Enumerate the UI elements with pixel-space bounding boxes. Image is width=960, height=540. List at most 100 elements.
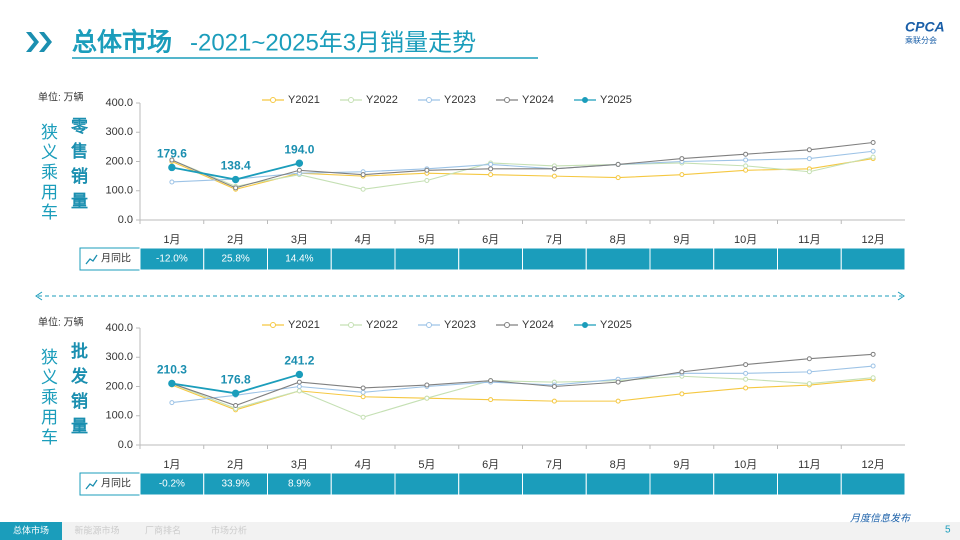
header-icon — [26, 32, 52, 52]
point — [169, 179, 175, 185]
point — [870, 351, 876, 357]
yoy-cell — [713, 472, 778, 496]
legend-dot — [270, 97, 276, 103]
group-label: 狭义乘用车 — [38, 123, 57, 223]
series-line — [171, 150, 874, 183]
x-tick-label: 7月 — [546, 234, 563, 246]
footer-tab: 厂商排名 — [145, 524, 181, 535]
series-line — [171, 353, 874, 407]
x-tick-label: 4月 — [355, 459, 372, 471]
legend-label: Y2021 — [288, 94, 320, 106]
yoy-value: 25.8% — [221, 254, 249, 265]
yoy-cell — [713, 247, 778, 271]
page-title-rest: -2021~2025年3月销量走势 — [190, 29, 476, 56]
x-tick-label: 6月 — [482, 459, 499, 471]
point — [231, 389, 240, 397]
unit-label: 单位: 万辆 — [38, 91, 84, 104]
point — [360, 385, 366, 391]
yoy-value: 33.9% — [221, 479, 249, 490]
divider-arrows — [35, 291, 905, 301]
point — [615, 161, 621, 167]
point — [743, 370, 749, 376]
point — [424, 167, 430, 173]
point — [296, 388, 302, 394]
yoy-cell — [458, 472, 523, 496]
point — [615, 175, 621, 181]
point — [743, 167, 749, 173]
logo: CPCA — [905, 19, 945, 35]
yoy-cell — [394, 472, 460, 496]
x-tick-label: 8月 — [610, 234, 627, 246]
yoy-cell — [840, 472, 906, 496]
footer-tab: 总体市场 — [13, 524, 49, 535]
point — [551, 166, 557, 172]
point — [806, 156, 812, 162]
yoy-cell — [840, 247, 906, 271]
point — [615, 398, 621, 404]
point — [488, 166, 494, 172]
logo-sub: 乘联分会 — [905, 35, 937, 45]
point — [360, 172, 366, 178]
x-tick-label: 9月 — [673, 234, 690, 246]
point — [743, 385, 749, 391]
x-tick-label: 5月 — [418, 459, 435, 471]
point — [551, 173, 557, 179]
value-label: 241.2 — [284, 354, 314, 368]
yoy-cell — [777, 247, 842, 271]
y-tick-label: 300.0 — [105, 126, 133, 138]
point — [870, 139, 876, 145]
legend-label: Y2024 — [522, 94, 554, 106]
point — [231, 175, 240, 184]
footer-note: 月度信息发布 — [850, 513, 912, 525]
yoy-cell — [522, 472, 587, 496]
point — [488, 397, 494, 403]
x-tick-label: 5月 — [418, 234, 435, 246]
series-line — [171, 141, 874, 189]
legend-dot — [270, 322, 276, 328]
point — [806, 356, 812, 362]
legend-label: Y2025 — [600, 94, 632, 106]
yoy-cell — [585, 472, 651, 496]
point — [424, 395, 430, 401]
yoy-cell — [522, 247, 587, 271]
point — [360, 414, 366, 420]
point — [806, 147, 812, 153]
x-tick-label: 8月 — [610, 459, 627, 471]
y-tick-label: 100.0 — [105, 185, 133, 197]
legend-dot — [426, 322, 432, 328]
point — [360, 389, 366, 395]
point — [233, 403, 239, 409]
point — [551, 384, 557, 389]
point — [296, 384, 302, 389]
point — [615, 379, 621, 385]
point — [168, 379, 176, 388]
x-tick-label: 11月 — [798, 459, 820, 471]
point — [424, 382, 430, 388]
y-tick-label: 200.0 — [105, 380, 133, 392]
legend-dot — [504, 97, 510, 103]
point — [743, 376, 749, 382]
yoy-icon — [85, 479, 98, 490]
yoy-cell — [649, 247, 715, 271]
x-tick-label: 1月 — [163, 234, 180, 246]
legend-dot — [504, 322, 510, 328]
point — [870, 375, 876, 381]
legend-label: Y2023 — [444, 94, 476, 106]
y-tick-label: 400.0 — [105, 322, 133, 334]
point — [806, 169, 812, 175]
point — [743, 157, 749, 163]
x-tick-label: 12月 — [862, 459, 885, 471]
x-tick-label: 2月 — [227, 234, 244, 246]
point — [488, 172, 494, 178]
yoy-value: -12.0% — [156, 254, 188, 265]
point — [551, 398, 557, 404]
page-number: 5 — [945, 525, 951, 536]
page-title: 总体市场 — [72, 28, 172, 57]
x-tick-label: 10月 — [734, 459, 757, 471]
footer-bar — [0, 522, 960, 540]
point — [679, 369, 685, 375]
point — [870, 154, 876, 160]
point — [360, 394, 366, 400]
point — [424, 178, 430, 184]
